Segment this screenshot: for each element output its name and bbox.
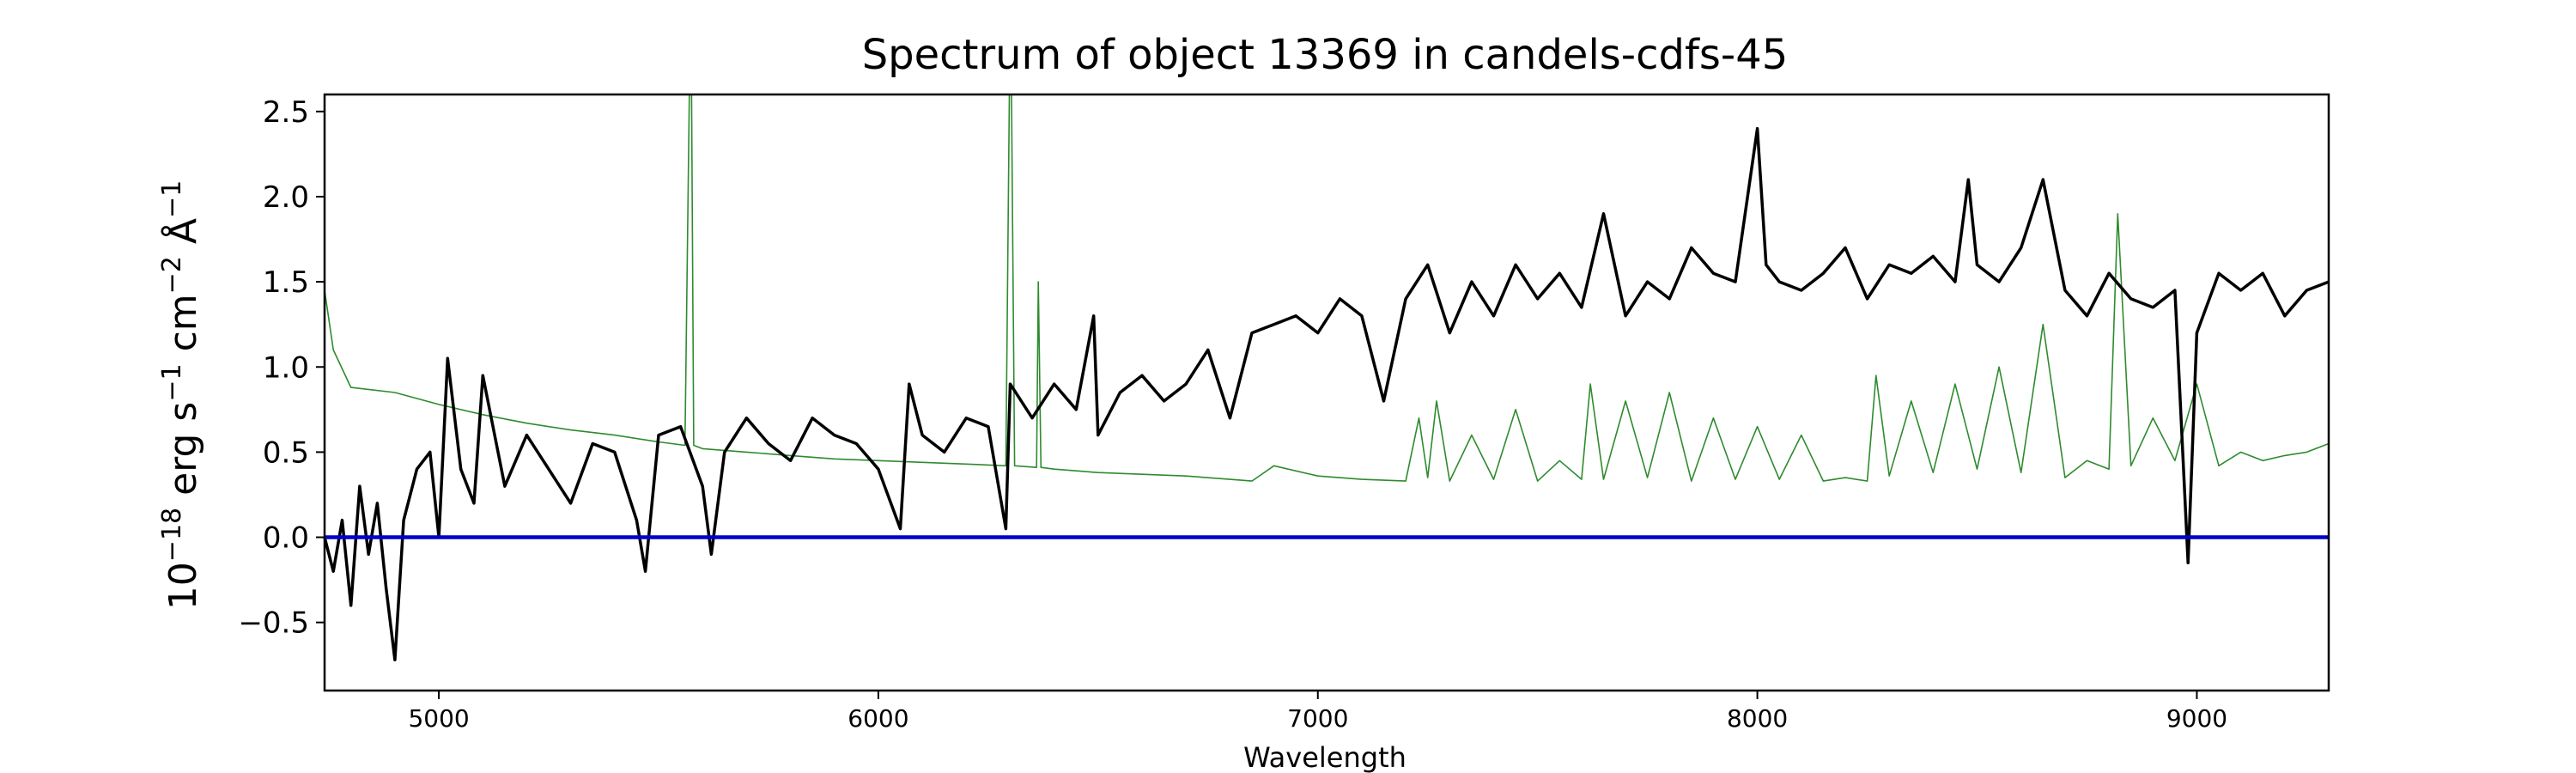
y-label-exp2: −1 [157, 363, 187, 401]
plot-area [323, 94, 2330, 662]
y-axis-label: 10−18 erg s−1 cm−2 Å−1 [157, 180, 205, 610]
x-tick-label: 9000 [2166, 704, 2227, 733]
y-tick-label: 2.0 [263, 180, 309, 215]
y-tick-label: 2.5 [263, 95, 309, 130]
y-label-cm: cm [161, 294, 205, 363]
y-label-exp1: −18 [157, 508, 187, 562]
y-label-base: 10 [161, 562, 205, 610]
chart-title: Spectrum of object 13369 in candels-cdfs… [862, 31, 1789, 79]
plot-frame [323, 93, 2330, 692]
y-label-ang: Å [160, 218, 205, 256]
x-tick-label: 6000 [848, 704, 908, 733]
y-label-erg: erg s [161, 402, 205, 508]
y-tick-label: 0.5 [263, 435, 309, 470]
error-series-line [324, 94, 2330, 482]
y-tick-label: 1.5 [263, 265, 309, 300]
y-label-exp3: −2 [157, 256, 187, 294]
y-tick-label: 1.0 [263, 350, 309, 385]
flux-series-line [323, 126, 2330, 662]
x-tick-label: 7000 [1287, 704, 1348, 733]
y-axis-ticks: −0.5 0.0 0.5 1.0 1.5 2.0 2.5 [238, 95, 325, 641]
x-axis-label: Wavelength [1243, 741, 1406, 773]
x-tick-label: 8000 [1727, 704, 1788, 733]
y-tick-label: 0.0 [263, 521, 309, 556]
y-tick-label: −0.5 [238, 606, 309, 641]
y-label-exp4: −1 [157, 180, 187, 218]
x-tick-label: 5000 [408, 704, 469, 733]
x-axis-ticks: 5000 6000 7000 8000 9000 [408, 691, 2227, 733]
